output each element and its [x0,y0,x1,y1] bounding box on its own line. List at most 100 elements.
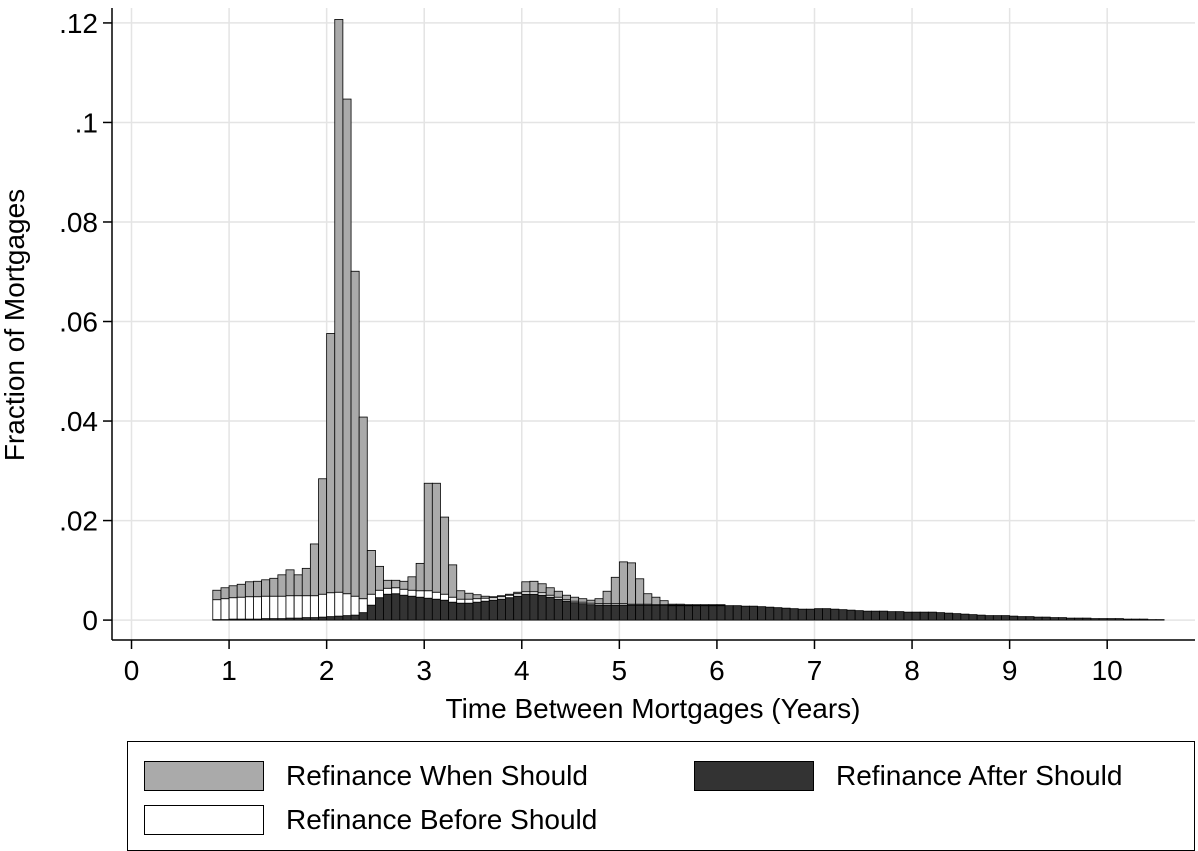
bar-2-39 [530,581,538,591]
bar-2-4 [245,582,253,597]
bar-0-94 [977,615,985,620]
bar-0-96 [993,616,1001,620]
bar-1-21 [384,588,392,594]
bar-0-107 [1083,618,1091,620]
bar-2-1 [221,588,229,599]
bar-0-88 [928,612,936,620]
y-tick-label-4: .08 [59,207,98,238]
bar-0-71 [790,609,798,620]
bar-2-31 [465,593,473,599]
bar-2-40 [538,584,546,593]
bar-0-22 [392,594,400,620]
y-axis-label: Fraction of Mortgages [0,189,30,461]
bar-2-3 [237,584,245,597]
bar-1-8 [278,596,286,618]
bar-2-9 [286,570,294,596]
legend-swatch-before-should [144,805,264,835]
bar-2-24 [408,577,416,590]
bar-0-64 [733,606,741,620]
bar-1-33 [481,598,489,601]
bar-2-52 [636,579,644,604]
bar-0-67 [758,607,766,620]
bar-0-50 [619,605,627,620]
bar-0-54 [652,605,660,620]
bar-0-105 [1067,618,1075,620]
x-tick-label-2: 2 [319,655,335,686]
bar-0-73 [806,609,814,620]
bar-2-0 [213,590,221,599]
bar-0-23 [400,595,408,620]
bar-2-50 [619,562,627,604]
bar-0-42 [554,599,562,620]
bar-0-79 [855,611,863,620]
bar-2-57 [676,604,684,605]
bar-0-27 [432,599,440,620]
legend-label-when-should: Refinance When Should [286,760,588,792]
bar-1-30 [457,599,465,603]
bar-0-62 [717,606,725,620]
bar-2-44 [571,597,579,601]
bar-0-17 [351,615,359,620]
bar-2-54 [652,597,660,604]
bar-0-47 [595,605,603,620]
bar-2-30 [457,591,465,599]
bar-2-18 [359,417,367,599]
bar-2-15 [335,19,343,592]
bar-0-114 [1140,619,1148,620]
bar-1-0 [213,600,221,620]
bar-0-69 [774,608,782,620]
bar-2-35 [497,596,505,597]
bar-0-83 [888,612,896,620]
bar-2-29 [449,565,457,597]
bar-1-28 [441,594,449,600]
x-tick-label-7: 7 [807,655,823,686]
bar-0-109 [1099,619,1107,620]
bar-0-112 [1123,619,1131,620]
bar-0-102 [1042,617,1050,620]
bar-0-92 [961,614,969,620]
bar-0-59 [693,606,701,620]
bar-2-45 [579,599,587,602]
bar-2-42 [554,591,562,597]
bar-0-30 [457,603,465,620]
bar-0-45 [579,604,587,620]
bar-2-10 [294,575,302,596]
legend-swatch-when-should [144,761,264,791]
bar-2-11 [302,568,310,595]
bar-2-21 [384,580,392,588]
bar-2-23 [400,581,408,589]
bar-0-82 [880,611,888,620]
bar-0-15 [335,616,343,620]
bar-1-29 [449,597,457,602]
bar-1-4 [245,597,253,619]
bar-0-91 [953,614,961,620]
y-tick-label-2: .04 [59,406,98,437]
bar-0-86 [912,612,920,620]
bar-0-80 [863,611,871,620]
bar-1-25 [416,591,424,597]
bar-1-15 [335,592,343,616]
bar-2-38 [522,582,530,592]
bar-2-14 [327,333,335,592]
legend-swatch-after-should [694,761,814,791]
bar-1-6 [262,596,270,618]
bar-2-26 [424,483,432,590]
bar-1-18 [359,599,367,613]
bar-0-103 [1050,618,1058,620]
x-tick-label-4: 4 [514,655,530,686]
bar-0-74 [814,609,822,620]
bar-0-101 [1034,617,1042,620]
bar-0-39 [530,594,538,620]
bar-2-5 [253,581,261,596]
bar-1-19 [367,594,375,605]
bar-1-3 [237,597,245,619]
bar-1-23 [400,589,408,595]
bar-0-35 [497,599,505,620]
bar-0-89 [936,613,944,620]
bar-1-26 [424,591,432,598]
bar-0-19 [367,605,375,620]
bar-2-49 [611,577,619,603]
x-tick-label-5: 5 [612,655,628,686]
bar-0-63 [725,606,733,620]
bar-0-113 [1132,619,1140,620]
